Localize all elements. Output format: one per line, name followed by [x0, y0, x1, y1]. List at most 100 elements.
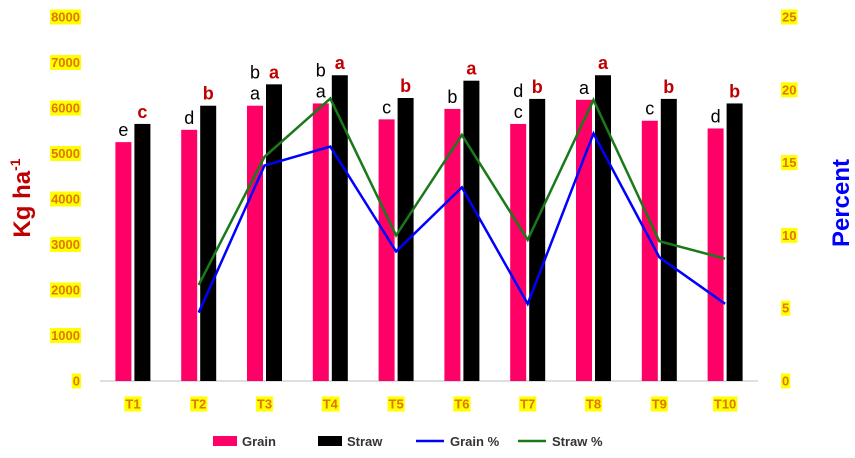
x-tick-T2-text: T2: [191, 397, 206, 412]
y-axis-title-text: Kg ha: [9, 170, 36, 237]
bar-grain-T5: [378, 119, 395, 381]
y-axis-title: Kg ha-1: [7, 158, 36, 237]
y-tick-5000-bg: [50, 146, 81, 161]
sig-label-straw-T4: a: [335, 53, 346, 73]
bar-straw-T5: [397, 97, 414, 382]
y-tick-7000-text: 7000: [51, 55, 80, 70]
legend-label: Grain %: [450, 434, 500, 449]
sig-label-grain-T10: d: [711, 106, 721, 126]
sig-label-straw-T8: a: [598, 53, 609, 73]
x-tick-T10-bg: [712, 396, 738, 412]
y-tick-7000-bg: [50, 55, 81, 70]
y2-tick-25: 25: [781, 9, 798, 25]
x-tick-T3-bg: [255, 396, 274, 412]
legend-label: Grain: [242, 434, 276, 449]
x-tick-T10: T10: [712, 396, 738, 412]
y-tick-0-text: 0: [73, 374, 80, 389]
x-tick-T6-bg: [453, 396, 471, 412]
sig-label-straw-T3: a: [269, 62, 280, 82]
bar-grain-T1: [115, 142, 132, 381]
y-tick-1000-bg: [50, 328, 81, 343]
y2-axis-title: Percent: [828, 159, 855, 247]
bar-straw-T9: [660, 98, 677, 382]
bar-straw-T3: [266, 84, 282, 381]
x-tick-T2: T2: [190, 396, 208, 412]
bar-straw-T2: [200, 105, 217, 381]
x-tick-T1-bg: [124, 396, 142, 412]
y-tick-7000: 7000: [50, 55, 81, 70]
sig-label-grain-T7: c: [514, 102, 523, 122]
x-tick-T7: T7: [519, 396, 537, 412]
y-tick-3000-bg: [50, 237, 81, 252]
y2-tick-15-bg: [781, 155, 798, 171]
sig-label-grain-T6: b: [447, 87, 457, 107]
bar-grain-T7: [510, 123, 527, 382]
sig-label-straw-T6: a: [466, 59, 477, 79]
y-tick-2000-bg: [50, 282, 81, 298]
y2-tick-5: 5: [781, 300, 791, 316]
x-tick-T9: T9: [650, 396, 668, 412]
x-tick-T5: T5: [387, 396, 405, 412]
legend: Grain Straw Grain % Straw %: [213, 434, 603, 449]
bar-grain-T9: [641, 120, 658, 382]
bar-grain-T3: [247, 105, 263, 381]
y2-tick-0-bg: [781, 373, 791, 389]
bar-grain-T10: [707, 128, 724, 381]
y2-tick-10: 10: [781, 227, 798, 243]
sig-label-grain-T3: a: [250, 84, 261, 104]
sig-label-extra-T3: b: [250, 63, 260, 83]
y2-tick-10-text: 10: [782, 228, 796, 243]
y2-tick-25-text: 25: [782, 10, 796, 25]
x-tick-T9-text: T9: [652, 397, 667, 412]
y2-tick-20-bg: [781, 82, 798, 98]
x-tick-T3-text: T3: [257, 397, 272, 412]
x-tick-T5-bg: [387, 396, 405, 412]
sig-label-grain-T2: d: [184, 108, 194, 128]
x-tick-T4: T4: [321, 396, 340, 412]
y-tick-4000-text: 4000: [51, 192, 80, 207]
sig-label-grain-T5: c: [382, 97, 391, 117]
sig-label-straw-T5: b: [400, 76, 411, 96]
x-tick-T1-text: T1: [125, 397, 140, 412]
y-tick-0-bg: [71, 373, 81, 389]
y-tick-6000-bg: [50, 100, 81, 116]
legend-item-straw-: Straw %: [518, 434, 603, 449]
y-tick-8000: 8000: [50, 9, 81, 25]
legend-item-grain: Grain: [213, 434, 276, 449]
y-tick-1000: 1000: [50, 328, 81, 343]
x-tick-T1: T1: [124, 396, 142, 412]
bar-straw-T6: [463, 80, 480, 381]
legend-item-grain-: Grain %: [416, 434, 500, 449]
legend-swatch: [318, 436, 342, 446]
sig-label-straw-T1: c: [137, 102, 147, 122]
y-tick-2000-text: 2000: [51, 283, 80, 298]
y-tick-8000-bg: [50, 9, 81, 25]
y-tick-3000-text: 3000: [51, 237, 80, 252]
y-tick-8000-text: 8000: [51, 10, 80, 25]
bar-straw-T8: [595, 75, 611, 382]
y-tick-1000-text: 1000: [51, 328, 80, 343]
sig-label-straw-T9: b: [663, 77, 674, 97]
sig-label-extra-T1: e: [118, 120, 128, 140]
y2-tick-25-bg: [781, 9, 798, 25]
y-tick-0: 0: [71, 373, 81, 389]
x-tick-T10-text: T10: [714, 397, 736, 412]
sig-label-straw-T7: b: [532, 77, 543, 97]
legend-item-straw: Straw: [318, 434, 383, 449]
line-grain-: [197, 130, 726, 314]
left-axis-ticks: 0 1000 2000 3000 4000 5000 6000 7000 8000: [50, 9, 81, 389]
sig-label-straw-T2: b: [203, 84, 214, 104]
x-tick-T8-text: T8: [586, 397, 601, 412]
x-tick-T2-bg: [190, 396, 208, 412]
y-tick-2000: 2000: [50, 282, 81, 298]
bars: [115, 75, 743, 382]
x-tick-T5-text: T5: [389, 397, 404, 412]
y-tick-4000-bg: [50, 191, 81, 207]
y-tick-4000: 4000: [50, 191, 81, 207]
x-tick-T7-text: T7: [520, 397, 535, 412]
y2-tick-20-text: 20: [782, 82, 796, 97]
bar-straw-T4: [331, 75, 348, 382]
sig-label-extra-T4: b: [316, 60, 326, 80]
